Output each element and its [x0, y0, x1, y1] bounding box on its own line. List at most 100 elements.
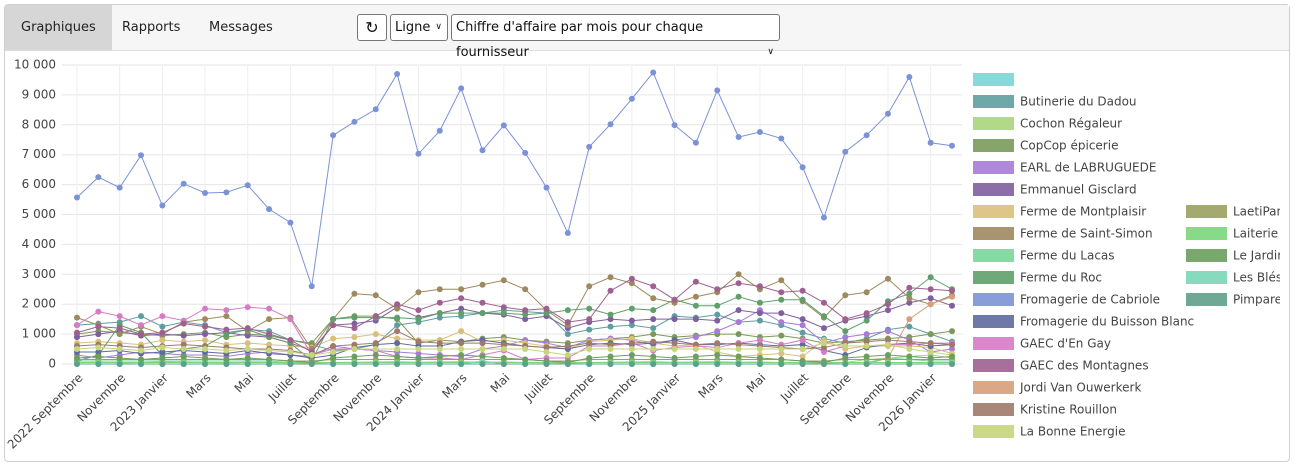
data-point [842, 148, 849, 155]
x-tick-label: Mai [232, 371, 257, 396]
legend-label: Jordi Van Ouwerkerk [1019, 381, 1141, 395]
data-point [714, 352, 721, 359]
data-point [522, 356, 529, 363]
data-point [671, 340, 678, 347]
data-point [479, 147, 486, 154]
data-point [479, 361, 486, 367]
data-point [650, 361, 657, 367]
data-point [671, 122, 678, 129]
data-point [202, 316, 209, 323]
data-point [287, 337, 294, 344]
data-point [159, 355, 166, 362]
data-point [159, 361, 166, 367]
series-line [76, 276, 953, 362]
data-point [628, 305, 635, 312]
data-point [415, 361, 422, 367]
series-line [76, 330, 953, 358]
data-point [458, 340, 465, 347]
data-point [159, 202, 166, 209]
legend-label: Les Blés [1233, 271, 1282, 285]
data-point [906, 361, 913, 367]
legend-label: EARL de LABRUGUEDE [1020, 161, 1156, 175]
data-point [692, 302, 699, 309]
data-point [351, 346, 358, 353]
data-point [628, 95, 635, 102]
data-point [458, 352, 465, 359]
data-point [735, 361, 742, 367]
data-point [927, 340, 934, 347]
data-point [202, 337, 209, 344]
data-point [308, 340, 315, 347]
data-point [820, 361, 827, 367]
y-tick-label: 10 000 [14, 58, 56, 72]
data-point [607, 346, 614, 353]
y-tick-label: 0 [48, 357, 56, 371]
tab[interactable]: Graphiques [5, 5, 112, 50]
data-point [586, 361, 593, 367]
data-point [266, 356, 273, 363]
data-point [842, 361, 849, 367]
legend-swatch [973, 95, 1014, 108]
data-point [436, 353, 443, 360]
data-point [244, 346, 251, 353]
tab[interactable]: Rapports [122, 20, 181, 35]
data-point [500, 304, 507, 311]
data-point [159, 313, 166, 320]
data-point [180, 332, 187, 339]
refresh-button[interactable]: ↻ [357, 14, 387, 41]
data-point [949, 346, 955, 353]
data-point [74, 314, 80, 321]
y-tick-label: 5 000 [22, 207, 56, 221]
data-point [436, 340, 443, 347]
data-point [287, 349, 294, 356]
data-point [799, 296, 806, 303]
data-point [735, 307, 742, 314]
data-point [863, 361, 870, 367]
select-value: Ligne [395, 20, 431, 35]
data-point [564, 361, 571, 367]
data-point [842, 316, 849, 323]
data-point [564, 319, 571, 326]
x-tick-label: Mars [439, 371, 469, 401]
legend-swatch [973, 271, 1014, 284]
y-tick-label: 2 000 [22, 297, 56, 311]
series-line [76, 342, 953, 356]
data-point [628, 322, 635, 329]
report-select[interactable]: Chiffre d'affaire par mois pour chaque f… [451, 14, 780, 60]
data-point [820, 344, 827, 351]
data-point [863, 343, 870, 350]
legend-swatch [973, 315, 1014, 328]
data-point [202, 189, 209, 196]
series-line [76, 306, 952, 361]
legend-label: Fromagerie du Buisson Blanc [1020, 315, 1194, 329]
tab[interactable]: Messages [209, 20, 273, 35]
legend-swatch [973, 161, 1014, 174]
data-point [330, 361, 337, 367]
data-point [714, 340, 721, 347]
data-point [351, 290, 358, 297]
data-point [884, 328, 891, 335]
legend-label: GAEC des Montagnes [1020, 359, 1149, 373]
legend-label: Ferme du Lacas [1020, 249, 1115, 263]
data-point [394, 322, 401, 329]
data-point [778, 332, 785, 339]
legend-swatch [1186, 205, 1227, 218]
data-point [159, 349, 166, 356]
chart-kind-select[interactable]: Ligne ∨ [390, 14, 448, 41]
data-point [330, 322, 337, 329]
data-point [799, 361, 806, 367]
data-point [479, 281, 486, 288]
data-point [735, 341, 742, 348]
y-tick-label: 7 000 [22, 147, 56, 161]
data-point [436, 286, 443, 293]
data-point [415, 346, 422, 353]
data-point [628, 340, 635, 347]
data-point [500, 346, 507, 353]
legend-label: Butinerie du Dadou [1020, 95, 1137, 109]
data-point [223, 326, 230, 333]
data-point [543, 344, 550, 351]
series-line [76, 71, 953, 287]
data-point [223, 347, 230, 354]
data-point [863, 331, 870, 338]
data-point [735, 293, 742, 300]
